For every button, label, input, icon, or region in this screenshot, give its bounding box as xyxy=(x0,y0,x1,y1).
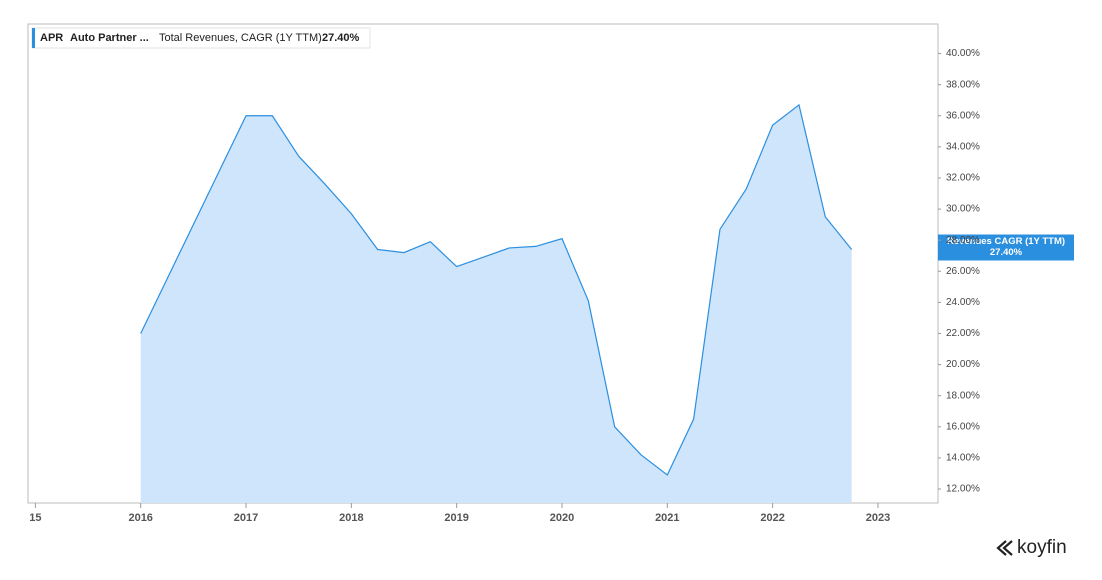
y-tick-label: 34.00% xyxy=(946,142,980,153)
legend-ticker: APR xyxy=(40,32,63,44)
y-tick-label: 12.00% xyxy=(946,484,980,495)
y-tick-label: 38.00% xyxy=(946,79,980,90)
y-tick-label: 30.00% xyxy=(946,204,980,215)
legend-swatch xyxy=(32,28,35,48)
x-tick-label: 2016 xyxy=(128,512,152,524)
line xyxy=(140,103,853,476)
y-tick-label: 14.00% xyxy=(946,453,980,464)
tag-value: 27.40% xyxy=(990,247,1023,258)
y-tick-label: 18.00% xyxy=(946,390,980,401)
y-tick-label: 16.00% xyxy=(946,421,980,432)
legend-value: 27.40% xyxy=(322,32,360,44)
x-tick-label: 2023 xyxy=(866,512,890,524)
x-tick-label: 2020 xyxy=(550,512,574,524)
x-tick-label: 15 xyxy=(29,512,41,524)
y-tick-label: 24.00% xyxy=(946,297,980,308)
legend-name: Auto Partner ... xyxy=(70,32,149,44)
y-tick-label: 20.00% xyxy=(946,359,980,370)
area xyxy=(140,104,852,504)
x-tick-label: 2019 xyxy=(444,512,468,524)
x-tick-label: 2017 xyxy=(234,512,258,524)
y-tick-label: 32.00% xyxy=(946,173,980,184)
y-tick-label: 22.00% xyxy=(946,328,980,339)
x-tick-label: 2021 xyxy=(655,512,679,524)
y-tick-label: 28.00% xyxy=(946,235,980,246)
brand: koyfin xyxy=(1017,537,1067,558)
tag-title: Revenues CAGR (1Y TTM) xyxy=(947,236,1065,247)
x-tick-label: 2018 xyxy=(339,512,363,524)
y-tick-label: 40.00% xyxy=(946,48,980,59)
logo-icon xyxy=(996,540,1013,556)
value-tag: Revenues CAGR (1Y TTM) 27.40% xyxy=(938,234,1074,261)
y-tick-label: 26.00% xyxy=(946,266,980,277)
tag-box xyxy=(938,234,1074,261)
x-tick-label: 2022 xyxy=(760,512,784,524)
plot xyxy=(140,103,853,504)
y-tick-label: 36.00% xyxy=(946,110,980,121)
legend-metric: Total Revenues, CAGR (1Y TTM) xyxy=(159,32,322,44)
